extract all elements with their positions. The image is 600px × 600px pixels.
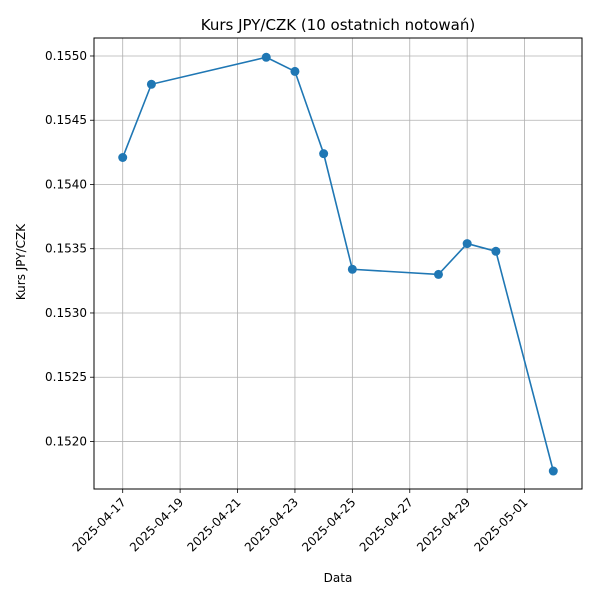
data-point: [491, 246, 501, 256]
x-axis-label: Data: [324, 571, 353, 585]
y-tick-label: 0.1520: [45, 434, 87, 448]
data-point: [146, 79, 156, 89]
series-line: [121, 56, 555, 472]
y-tick-label: 0.1545: [45, 113, 87, 127]
data-point: [290, 66, 300, 76]
data-point: [462, 239, 472, 249]
y-tick-label: 0.1550: [45, 49, 87, 63]
grid-lines: [94, 38, 582, 489]
y-tick-label: 0.1530: [45, 306, 87, 320]
chart-title: Kurs JPY/CZK (10 ostatnich notowań): [201, 16, 475, 34]
data-point: [261, 52, 271, 62]
y-tick-label: 0.1540: [45, 177, 87, 191]
data-point: [433, 269, 443, 279]
y-axis-label: Kurs JPY/CZK: [14, 223, 28, 300]
data-point: [548, 466, 558, 476]
plot-frame: [93, 37, 583, 490]
data-point: [319, 149, 329, 159]
y-axis-ticks: 0.1520 0.1525 0.1530 0.1535 0.1540 0.1545 0.15…: [45, 49, 94, 448]
y-tick-label: 0.1525: [45, 370, 87, 384]
series-jpy-czk: [118, 52, 558, 476]
data-point: [347, 264, 357, 274]
data-point: [118, 152, 128, 162]
y-tick-label: 0.1535: [45, 242, 87, 256]
